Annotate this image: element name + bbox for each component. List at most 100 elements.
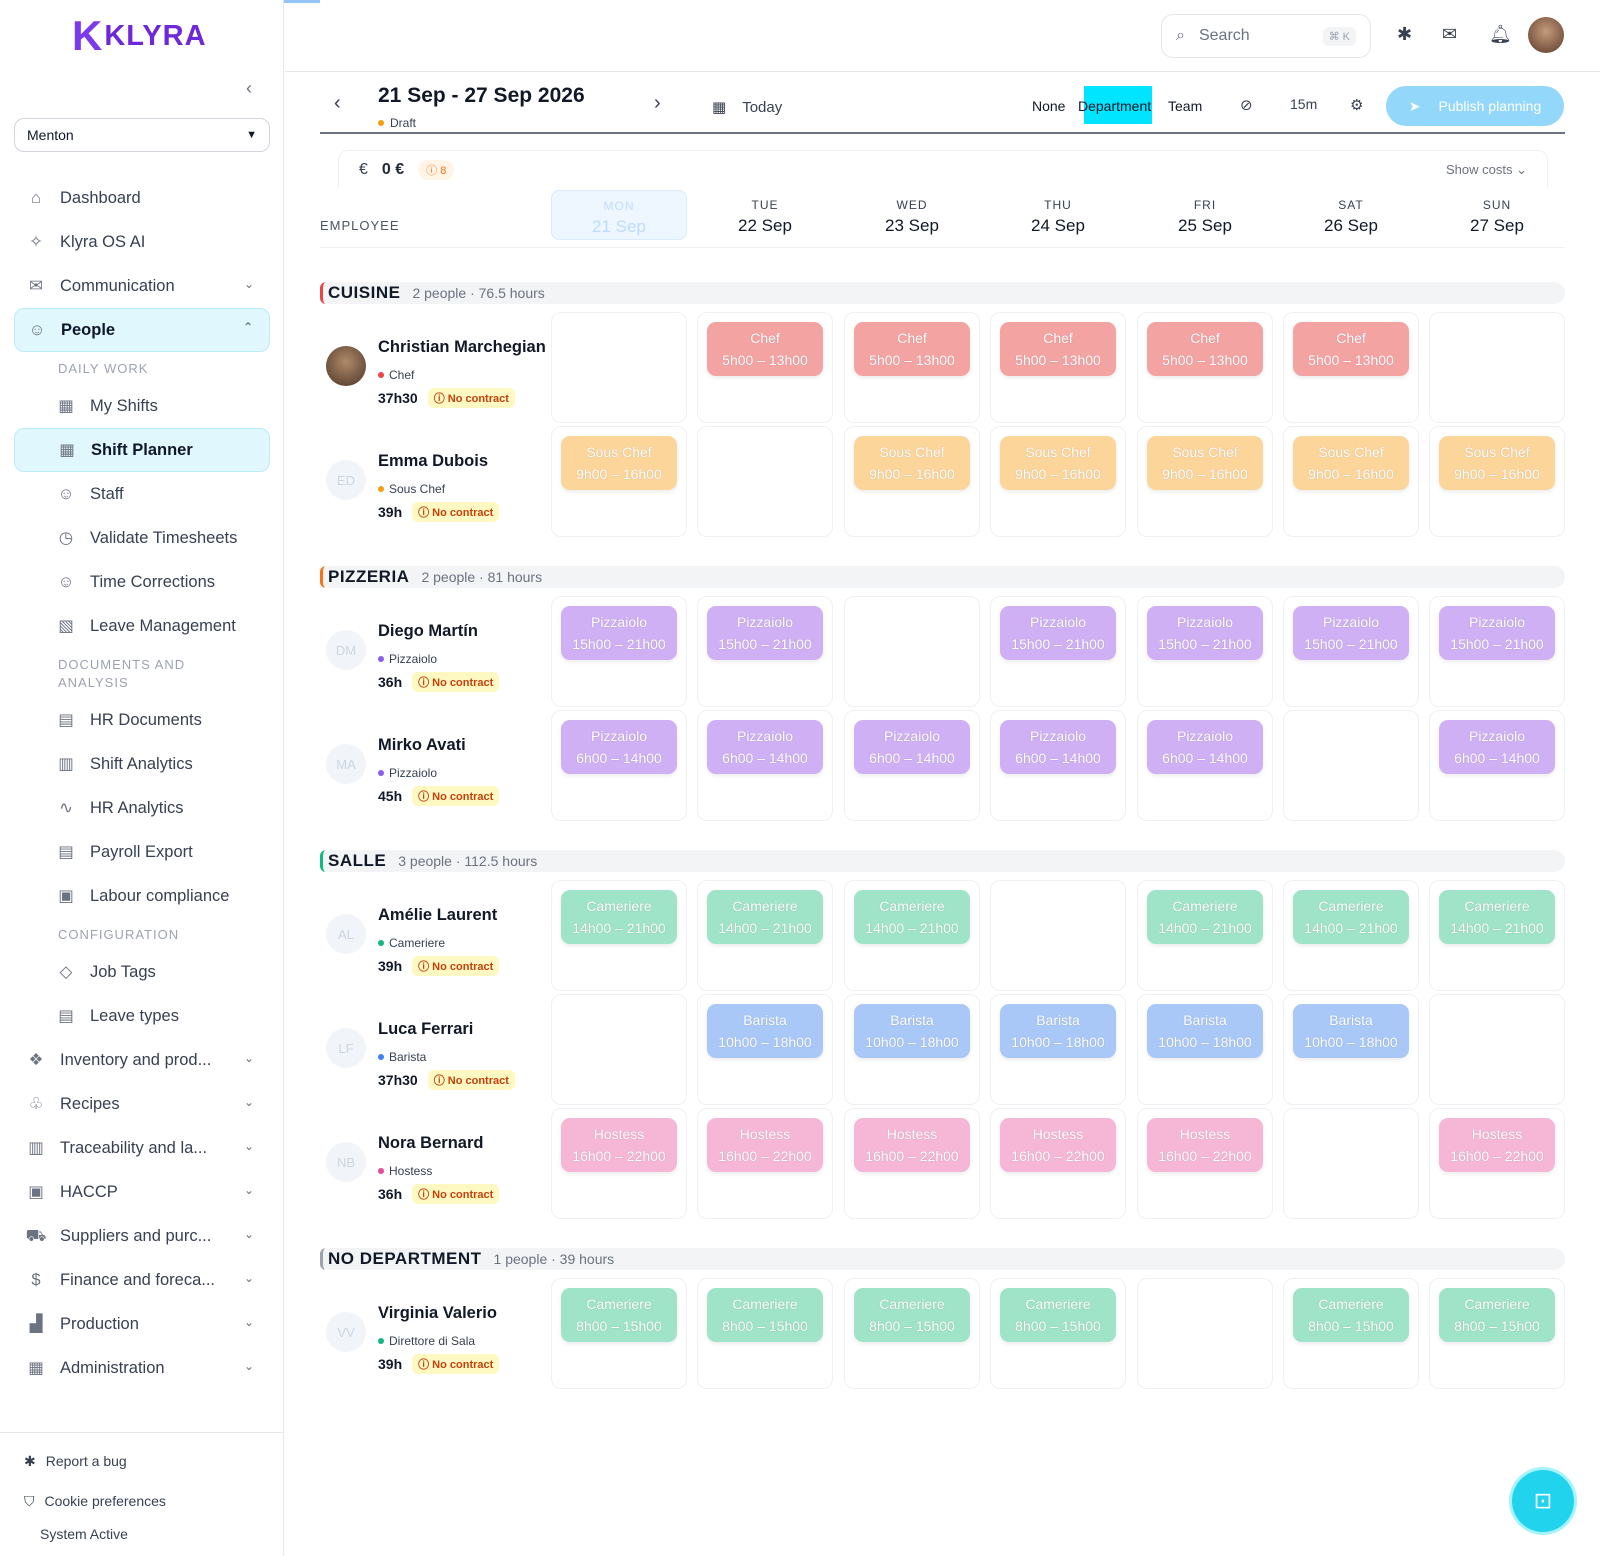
schedule-cell[interactable] [844,596,980,707]
nav-payroll-export[interactable]: ▤ Payroll Export [14,830,270,874]
shift-block[interactable]: Pizzaiolo 6h00 – 14h00 [854,720,970,774]
schedule-cell[interactable]: Pizzaiolo 15h00 – 21h00 [551,596,687,707]
shift-block[interactable]: Cameriere 8h00 – 15h00 [1439,1288,1555,1342]
day-header-sun[interactable]: SUN 27 Sep [1429,190,1565,240]
shift-block[interactable]: Sous Chef 9h00 – 16h00 [854,436,970,490]
nav-shift-analytics[interactable]: ▥ Shift Analytics [14,742,270,786]
schedule-cell[interactable] [1283,1108,1419,1219]
shift-block[interactable]: Chef 5h00 – 13h00 [707,322,823,376]
schedule-cell[interactable]: Cameriere 8h00 – 15h00 [844,1278,980,1389]
shift-block[interactable]: Cameriere 8h00 – 15h00 [1000,1288,1116,1342]
schedule-cell[interactable]: Pizzaiolo 15h00 – 21h00 [697,596,833,707]
schedule-cell[interactable] [990,880,1126,991]
nav-job-tags[interactable]: ◇ Job Tags [14,950,270,994]
schedule-cell[interactable]: Sous Chef 9h00 – 16h00 [551,426,687,537]
schedule-cell[interactable]: Chef 5h00 – 13h00 [1283,312,1419,423]
schedule-cell[interactable]: Cameriere 14h00 – 21h00 [1429,880,1565,991]
mail-icon[interactable]: ✉ [1442,24,1458,44]
schedule-cell[interactable]: Cameriere 14h00 – 21h00 [1137,880,1273,991]
schedule-cell[interactable]: Barista 10h00 – 18h00 [844,994,980,1105]
schedule-cell[interactable]: Barista 10h00 – 18h00 [1137,994,1273,1105]
shift-block[interactable]: Cameriere 8h00 – 15h00 [854,1288,970,1342]
nav-suppliers[interactable]: ⛟ Suppliers and purc... ⌄ [14,1214,270,1258]
shift-block[interactable]: Hostess 16h00 – 22h00 [1000,1118,1116,1172]
nav-labour-compliance[interactable]: ▣ Labour compliance [14,874,270,918]
shift-block[interactable]: Cameriere 14h00 – 21h00 [561,890,677,944]
search-input[interactable]: ⌕ Search ⌘ K [1161,14,1371,58]
shift-block[interactable]: Chef 5h00 – 13h00 [1293,322,1409,376]
day-header-thu[interactable]: THU 24 Sep [990,190,1126,240]
nav-people[interactable]: ☺ People ⌃ [14,308,270,352]
shift-block[interactable]: Sous Chef 9h00 – 16h00 [1293,436,1409,490]
schedule-cell[interactable]: Chef 5h00 – 13h00 [697,312,833,423]
schedule-cell[interactable]: Sous Chef 9h00 – 16h00 [844,426,980,537]
shift-block[interactable]: Cameriere 8h00 – 15h00 [1293,1288,1409,1342]
day-header-mon[interactable]: MON 21 Sep [551,190,687,240]
schedule-cell[interactable]: Sous Chef 9h00 – 16h00 [1429,426,1565,537]
schedule-cell[interactable]: Cameriere 8h00 – 15h00 [697,1278,833,1389]
shift-block[interactable]: Pizzaiolo 6h00 – 14h00 [561,720,677,774]
schedule-cell[interactable]: Barista 10h00 – 18h00 [697,994,833,1105]
shift-block[interactable]: Barista 10h00 – 18h00 [854,1004,970,1058]
day-header-tue[interactable]: TUE 22 Sep [697,190,833,240]
employee-info[interactable]: VV Virginia Valerio Direttore di Sala 39h ⓘ … [326,1278,546,1378]
schedule-cell[interactable]: Cameriere 14h00 – 21h00 [697,880,833,991]
schedule-cell[interactable]: Sous Chef 9h00 – 16h00 [1137,426,1273,537]
bug-icon[interactable]: ✱ [1397,24,1413,44]
schedule-cell[interactable] [697,426,833,537]
employee-info[interactable]: AL Amélie Laurent Cameriere 39h ⓘ No contrac… [326,880,546,980]
employee-info[interactable]: LF Luca Ferrari Barista 37h30 ⓘ No contract [326,994,546,1094]
user-avatar[interactable] [1528,17,1564,53]
employee-info[interactable]: MA Mirko Avati Pizzaiolo 45h ⓘ No contract [326,710,546,810]
schedule-cell[interactable]: Chef 5h00 – 13h00 [990,312,1126,423]
schedule-cell[interactable]: Pizzaiolo 15h00 – 21h00 [1429,596,1565,707]
shift-block[interactable]: Cameriere 14h00 – 21h00 [854,890,970,944]
schedule-cell[interactable]: Hostess 16h00 – 22h00 [990,1108,1126,1219]
group-none[interactable]: None [1032,98,1066,114]
shift-block[interactable]: Cameriere 8h00 – 15h00 [561,1288,677,1342]
shift-block[interactable]: Chef 5h00 – 13h00 [1147,322,1263,376]
next-week-icon[interactable]: › [654,92,661,114]
shift-block[interactable]: Pizzaiolo 6h00 – 14h00 [1147,720,1263,774]
shift-block[interactable]: Barista 10h00 – 18h00 [1000,1004,1116,1058]
shift-block[interactable]: Sous Chef 9h00 – 16h00 [1000,436,1116,490]
nav-hr-analytics[interactable]: ∿ HR Analytics [14,786,270,830]
schedule-cell[interactable]: Pizzaiolo 6h00 – 14h00 [1137,710,1273,821]
report-bug-link[interactable]: ✱ Report a bug [0,1441,284,1481]
schedule-cell[interactable] [551,312,687,423]
nav-traceability[interactable]: ▥ Traceability and la... ⌄ [14,1126,270,1170]
shift-block[interactable]: Pizzaiolo 15h00 – 21h00 [707,606,823,660]
shift-block[interactable]: Cameriere 14h00 – 21h00 [1439,890,1555,944]
warnings-badge[interactable]: ⓘ 8 [418,159,455,180]
eye-off-icon[interactable]: ⊘ [1240,97,1253,114]
nav-staff[interactable]: ☺ Staff [14,472,270,516]
nav-haccp[interactable]: ▣ HACCP ⌄ [14,1170,270,1214]
shift-block[interactable]: Cameriere 8h00 – 15h00 [707,1288,823,1342]
schedule-cell[interactable]: Cameriere 8h00 – 15h00 [1429,1278,1565,1389]
department-header[interactable]: SALLE 3 people · 112.5 hours [320,850,1565,872]
schedule-cell[interactable] [1429,312,1565,423]
schedule-cell[interactable]: Barista 10h00 – 18h00 [990,994,1126,1105]
cookie-preferences-link[interactable]: ⛉ Cookie preferences [0,1481,284,1521]
shift-block[interactable]: Pizzaiolo 15h00 – 21h00 [1000,606,1116,660]
nav-leave-management[interactable]: ▧ Leave Management [14,604,270,648]
nav-ai[interactable]: ✧ Klyra OS AI [14,220,270,264]
shift-block[interactable]: Cameriere 14h00 – 21h00 [1293,890,1409,944]
schedule-cell[interactable] [1283,710,1419,821]
nav-leave-types[interactable]: ▤ Leave types [14,994,270,1038]
schedule-cell[interactable]: Chef 5h00 – 13h00 [1137,312,1273,423]
schedule-cell[interactable]: Pizzaiolo 6h00 – 14h00 [844,710,980,821]
group-department[interactable]: Department [1078,98,1152,114]
schedule-cell[interactable] [1429,994,1565,1105]
schedule-cell[interactable]: Cameriere 8h00 – 15h00 [990,1278,1126,1389]
schedule-cell[interactable] [1137,1278,1273,1389]
schedule-cell[interactable]: Pizzaiolo 15h00 – 21h00 [1283,596,1419,707]
department-header[interactable]: NO DEPARTMENT 1 people · 39 hours [320,1248,1565,1270]
schedule-cell[interactable]: Hostess 16h00 – 22h00 [1429,1108,1565,1219]
shift-block[interactable]: Sous Chef 9h00 – 16h00 [1439,436,1555,490]
bell-icon[interactable]: 🔔︎ [1489,24,1512,44]
show-costs-toggle[interactable]: Show costs ⌄ [1446,161,1527,177]
schedule-cell[interactable]: Chef 5h00 – 13h00 [844,312,980,423]
nav-production[interactable]: ▟ Production ⌄ [14,1302,270,1346]
schedule-cell[interactable]: Cameriere 14h00 – 21h00 [844,880,980,991]
